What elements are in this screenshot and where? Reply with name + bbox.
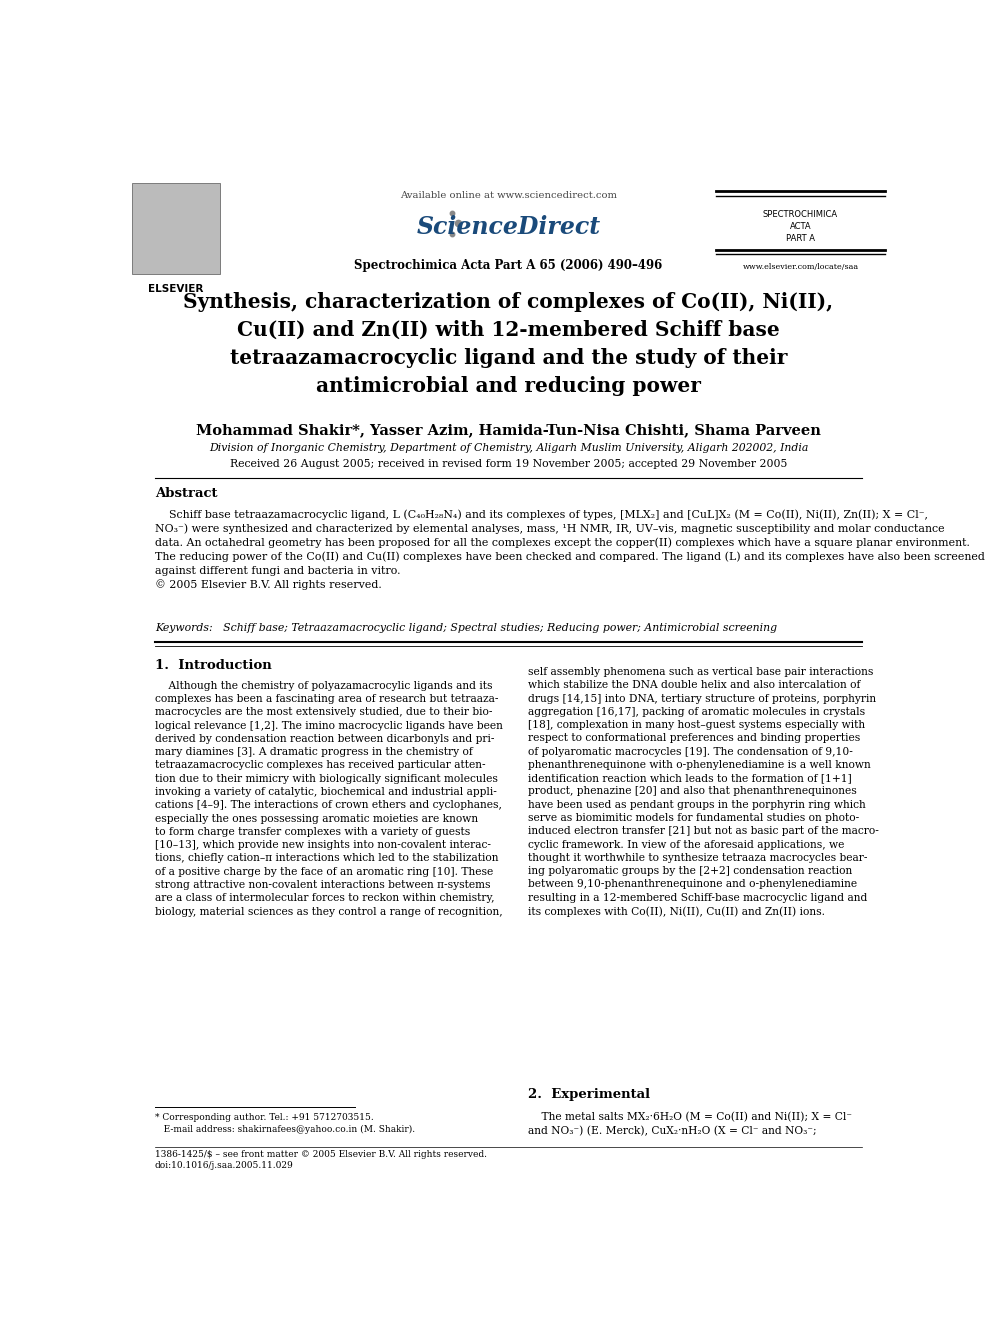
Text: ELSEVIER: ELSEVIER [148,283,203,294]
Text: Division of Inorganic Chemistry, Department of Chemistry, Aligarh Muslim Univers: Division of Inorganic Chemistry, Departm… [208,443,808,454]
Text: Keywords:   Schiff base; Tetraazamacrocyclic ligand; Spectral studies; Reducing : Keywords: Schiff base; Tetraazamacrocycl… [155,623,777,634]
Text: The metal salts MX₂·6H₂O (M = Co(II) and Ni(II); X = Cl⁻
and NO₃⁻) (E. Merck), C: The metal salts MX₂·6H₂O (M = Co(II) and… [528,1113,851,1136]
Text: PART A: PART A [786,234,815,243]
Text: www.elsevier.com/locate/saa: www.elsevier.com/locate/saa [742,262,859,271]
Bar [132,183,220,274]
Text: Received 26 August 2005; received in revised form 19 November 2005; accepted 29 : Received 26 August 2005; received in rev… [230,459,787,468]
Text: 1.  Introduction: 1. Introduction [155,659,272,672]
Text: Although the chemistry of polyazamacrocylic ligands and its
complexes has been a: Although the chemistry of polyazamacrocy… [155,681,503,917]
Text: Spectrochimica Acta Part A 65 (2006) 490–496: Spectrochimica Acta Part A 65 (2006) 490… [354,258,663,271]
Text: ACTA: ACTA [790,222,811,232]
Text: ScienceDirect: ScienceDirect [417,214,600,238]
Text: Available online at www.sciencedirect.com: Available online at www.sciencedirect.co… [400,192,617,200]
Text: SPECTROCHIMICA: SPECTROCHIMICA [763,210,838,218]
Text: doi:10.1016/j.saa.2005.11.029: doi:10.1016/j.saa.2005.11.029 [155,1160,294,1170]
Text: * Corresponding author. Tel.: +91 5712703515.: * Corresponding author. Tel.: +91 571270… [155,1113,374,1122]
Text: self assembly phenomena such as vertical base pair interactions
which stabilize : self assembly phenomena such as vertical… [528,667,879,917]
Text: Schiff base tetraazamacrocyclic ligand, L (C₄₀H₂₈N₄) and its complexes of types,: Schiff base tetraazamacrocyclic ligand, … [155,509,985,590]
Text: 1386-1425/$ – see front matter © 2005 Elsevier B.V. All rights reserved.: 1386-1425/$ – see front matter © 2005 El… [155,1150,487,1159]
Text: Abstract: Abstract [155,487,217,500]
Text: Synthesis, characterization of complexes of Co(II), Ni(II),
Cu(II) and Zn(II) wi: Synthesis, characterization of complexes… [184,291,833,396]
Text: E-mail address: shakirnafees@yahoo.co.in (M. Shakir).: E-mail address: shakirnafees@yahoo.co.in… [155,1125,415,1134]
Text: Mohammad Shakir*, Yasser Azim, Hamida-Tun-Nisa Chishti, Shama Parveen: Mohammad Shakir*, Yasser Azim, Hamida-Tu… [196,423,820,437]
Text: 2.  Experimental: 2. Experimental [528,1088,650,1101]
